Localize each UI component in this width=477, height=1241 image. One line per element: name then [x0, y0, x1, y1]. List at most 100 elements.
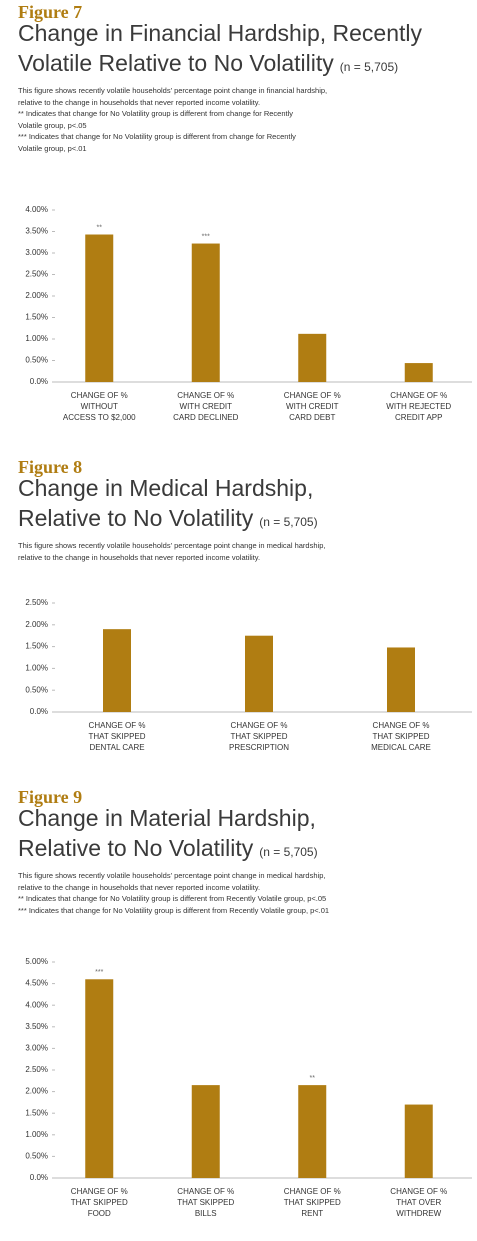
x-tick-label: DENTAL CARE	[89, 743, 144, 752]
chart: 0.0% 0.50% 1.00% 1.50% 2.00% 2.50% 3.00% 3.50% 4…	[25, 205, 472, 422]
y-tick-label: 2.50%	[25, 598, 48, 607]
x-tick-label: WITH CREDIT	[180, 402, 233, 411]
description-line: This figure shows recently volatile hous…	[18, 86, 328, 95]
x-tick-label: CHANGE OF %	[177, 391, 234, 400]
y-tick-label: 3.00%	[25, 1044, 48, 1053]
x-tick-label: BILLS	[195, 1209, 217, 1218]
x-tick-label: THAT SKIPPED	[177, 1198, 234, 1207]
y-tick-label: 4.00%	[25, 1000, 48, 1009]
y-tick-label: 1.50%	[25, 1108, 48, 1117]
y-tick-label: 3.50%	[25, 227, 48, 236]
figure-section: Figure 8 Change in Medical Hardship, Relat…	[0, 455, 477, 772]
bar	[404, 1104, 433, 1178]
description-line: This figure shows recently volatile hous…	[18, 871, 326, 880]
y-tick-label: 1.00%	[25, 664, 48, 673]
bar	[404, 363, 433, 382]
x-tick-label: THAT SKIPPED	[88, 732, 145, 741]
x-tick-label: CARD DEBT	[289, 413, 335, 422]
figure-label: Figure 9	[18, 787, 83, 807]
description-line: Volatile group, p<.01	[18, 143, 87, 153]
bar	[387, 647, 415, 712]
figure-title: Change in Financial Hardship, Recently	[18, 20, 422, 47]
y-tick-label: 2.00%	[25, 291, 48, 300]
significance-marker: ***	[95, 969, 103, 976]
y-tick-label: 1.00%	[25, 334, 48, 343]
x-tick-label: CREDIT APP	[395, 413, 442, 422]
description-line: *** Indicates that change for No Volatil…	[18, 132, 296, 141]
y-tick-label: 0.50%	[25, 356, 48, 365]
title-line: Relative to No Volatility	[18, 505, 254, 531]
significance-marker: **	[310, 1075, 316, 1082]
figure-section: Figure 9 Change in Material Hardship, Rela…	[0, 785, 477, 1238]
x-tick-label: CHANGE OF %	[390, 391, 447, 400]
title-line: Change in Medical Hardship,	[18, 475, 314, 501]
figure-title: Relative to No Volatility (n = 5,705)	[18, 835, 318, 862]
x-tick-label: THAT SKIPPED	[372, 732, 429, 741]
x-tick-label: ACCESS TO $2,000	[63, 413, 136, 422]
description-line: ** Indicates that change for No Volatili…	[18, 109, 294, 118]
x-tick-label: PRESCRIPTION	[229, 743, 289, 752]
figure-title: Change in Medical Hardship,	[18, 475, 313, 502]
y-tick-label: 2.00%	[25, 1087, 48, 1096]
significance-marker: **	[97, 224, 103, 231]
x-tick-label: MEDICAL CARE	[371, 743, 431, 752]
description-line: This figure shows recently volatile hous…	[18, 541, 326, 550]
y-tick-label: 3.00%	[25, 248, 48, 257]
x-tick-label: CHANGE OF %	[177, 1187, 234, 1196]
x-tick-label: THAT SKIPPED	[71, 1198, 128, 1207]
x-tick-label: CHANGE OF %	[390, 1187, 447, 1196]
x-tick-label: WITH CREDIT	[286, 402, 339, 411]
y-tick-label: 1.50%	[25, 313, 48, 322]
description-line: Volatile group, p<.05	[18, 120, 87, 130]
y-tick-label: 0.0%	[30, 707, 48, 716]
y-tick-label: 0.50%	[25, 1152, 48, 1161]
x-tick-label: RENT	[301, 1209, 323, 1218]
x-tick-label: WITHDREW	[396, 1209, 441, 1218]
description-line: relative to the change in households tha…	[18, 882, 261, 892]
x-tick-label: CHANGE OF %	[71, 391, 128, 400]
figure-label: Figure 7	[18, 2, 83, 22]
x-tick-label: CHANGE OF %	[373, 721, 430, 730]
bar	[103, 629, 131, 712]
y-tick-label: 3.50%	[25, 1022, 48, 1031]
bar	[298, 333, 327, 382]
title-line: Volatile Relative to No Volatility	[18, 50, 334, 76]
y-tick-label: 2.00%	[25, 620, 48, 629]
y-tick-label: 2.50%	[25, 1065, 48, 1074]
y-tick-label: 1.50%	[25, 642, 48, 651]
y-tick-label: 5.00%	[25, 957, 48, 966]
significance-marker: ***	[202, 233, 210, 240]
description-line: ** Indicates that change for No Volatili…	[18, 894, 327, 903]
figure-section: Figure 7 Change in Financial Hardship, Re…	[0, 0, 477, 442]
figure-title: Change in Material Hardship,	[18, 805, 316, 832]
x-tick-label: CARD DECLINED	[173, 413, 239, 422]
figure-label: Figure 8	[18, 457, 83, 477]
y-tick-label: 0.50%	[25, 685, 48, 694]
title-line: Relative to No Volatility	[18, 835, 254, 861]
x-tick-label: CHANGE OF %	[231, 721, 288, 730]
description-line: relative to the change in households tha…	[18, 552, 261, 562]
chart: 0.0% 0.50% 1.00% 1.50% 2.00% 2.50% CHANGE OF %…	[25, 598, 472, 752]
description-line: relative to the change in households tha…	[18, 97, 261, 107]
chart: 0.0% 0.50% 1.00% 1.50% 2.00% 2.50% 3.00% 3.50% 4…	[25, 957, 472, 1218]
x-tick-label: CHANGE OF %	[284, 391, 341, 400]
figure-title: Relative to No Volatility (n = 5,705)	[18, 505, 318, 532]
bar	[85, 979, 114, 1178]
bar	[191, 243, 220, 382]
y-tick-label: 1.00%	[25, 1130, 48, 1139]
y-tick-label: 2.50%	[25, 270, 48, 279]
x-tick-label: THAT SKIPPED	[284, 1198, 341, 1207]
description-line: *** Indicates that change for No Volatil…	[18, 905, 330, 915]
bar	[191, 1085, 220, 1178]
sample-note: (n = 5,705)	[259, 515, 318, 529]
figure-title: Volatile Relative to No Volatility (n = 5…	[18, 50, 398, 77]
x-tick-label: THAT SKIPPED	[230, 732, 287, 741]
y-tick-label: 4.00%	[25, 205, 48, 214]
x-tick-label: FOOD	[88, 1209, 111, 1218]
bar	[85, 234, 114, 382]
bar	[245, 635, 273, 712]
y-tick-label: 4.50%	[25, 979, 48, 988]
x-tick-label: WITHOUT	[81, 402, 118, 411]
sample-note: (n = 5,705)	[259, 845, 318, 859]
